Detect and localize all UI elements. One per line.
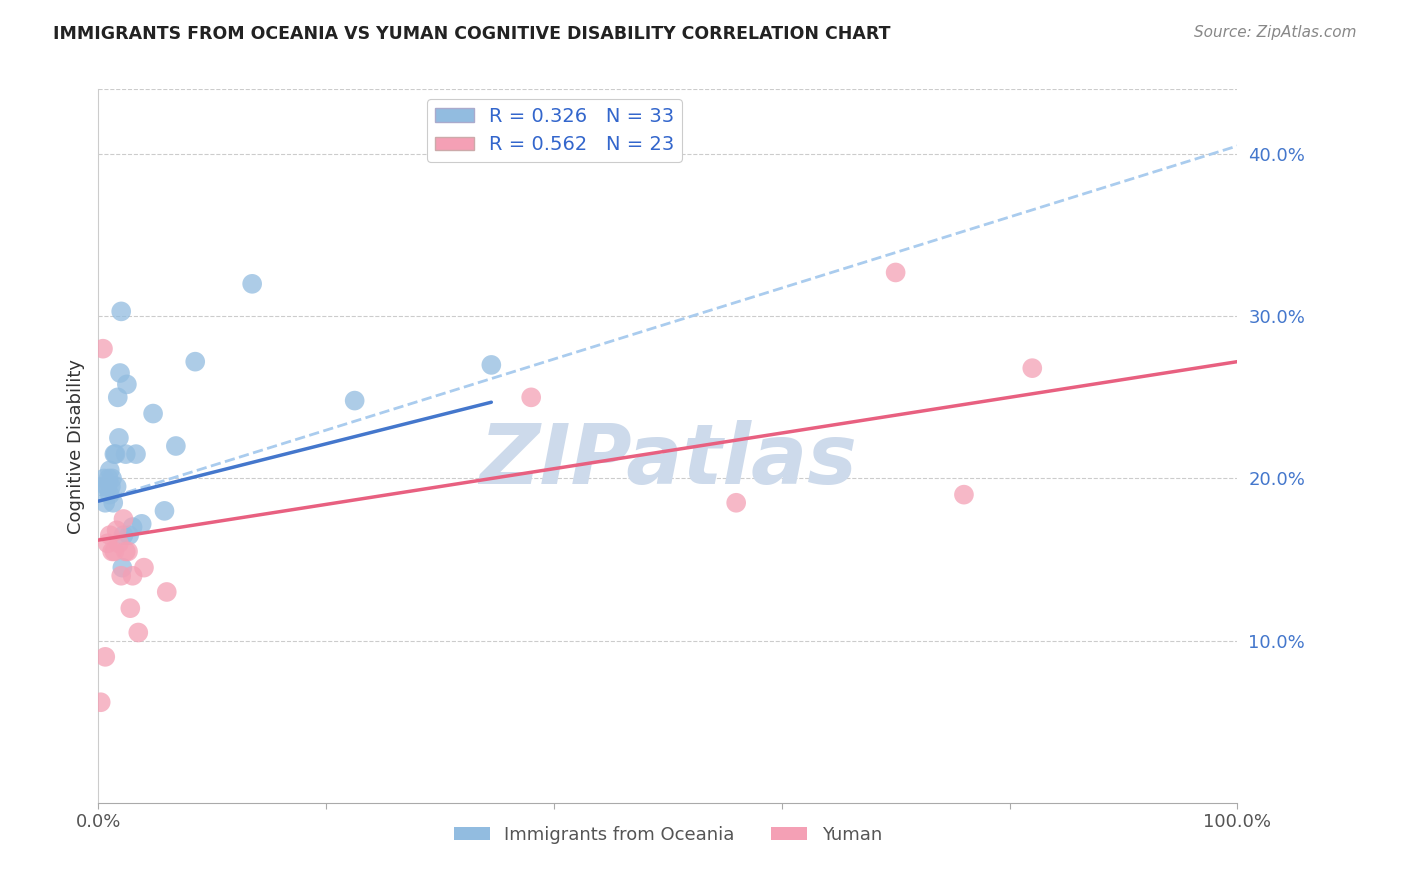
Point bbox=[103, 496, 125, 510]
Point bbox=[153, 504, 176, 518]
Point bbox=[101, 544, 124, 558]
Point bbox=[121, 520, 143, 534]
Point bbox=[110, 568, 132, 582]
Point bbox=[114, 447, 136, 461]
Point bbox=[104, 447, 127, 461]
Point bbox=[94, 496, 117, 510]
Point bbox=[108, 431, 131, 445]
Point bbox=[184, 354, 207, 368]
Point bbox=[112, 512, 135, 526]
Point bbox=[96, 536, 118, 550]
Point bbox=[240, 277, 263, 291]
Point bbox=[97, 471, 120, 485]
Point bbox=[108, 536, 131, 550]
Point bbox=[117, 544, 139, 558]
Point bbox=[884, 265, 907, 279]
Point bbox=[156, 585, 179, 599]
Point bbox=[111, 560, 134, 574]
Point bbox=[96, 479, 118, 493]
Text: IMMIGRANTS FROM OCEANIA VS YUMAN COGNITIVE DISABILITY CORRELATION CHART: IMMIGRANTS FROM OCEANIA VS YUMAN COGNITI… bbox=[53, 25, 891, 43]
Point bbox=[98, 488, 121, 502]
Point bbox=[96, 479, 118, 493]
Point bbox=[91, 342, 114, 356]
Point bbox=[108, 366, 131, 380]
Point bbox=[103, 544, 125, 558]
Point bbox=[107, 390, 129, 404]
Point bbox=[112, 528, 135, 542]
Legend: Immigrants from Oceania, Yuman: Immigrants from Oceania, Yuman bbox=[447, 819, 889, 851]
Point bbox=[132, 560, 155, 574]
Text: ZIPatlas: ZIPatlas bbox=[479, 420, 856, 500]
Point bbox=[100, 479, 122, 493]
Point bbox=[103, 447, 125, 461]
Point bbox=[1021, 361, 1043, 376]
Point bbox=[90, 479, 112, 493]
Point bbox=[131, 516, 153, 531]
Y-axis label: Cognitive Disability: Cognitive Disability bbox=[66, 359, 84, 533]
Point bbox=[142, 407, 165, 421]
Point bbox=[343, 393, 366, 408]
Point bbox=[125, 447, 148, 461]
Point bbox=[520, 390, 543, 404]
Point bbox=[93, 471, 115, 485]
Point bbox=[101, 471, 124, 485]
Point bbox=[479, 358, 502, 372]
Point bbox=[120, 601, 142, 615]
Point bbox=[90, 695, 112, 709]
Point bbox=[165, 439, 187, 453]
Point bbox=[98, 463, 121, 477]
Text: Source: ZipAtlas.com: Source: ZipAtlas.com bbox=[1194, 25, 1357, 40]
Point bbox=[110, 304, 132, 318]
Point bbox=[114, 544, 136, 558]
Point bbox=[94, 649, 117, 664]
Point bbox=[953, 488, 976, 502]
Point bbox=[105, 479, 128, 493]
Point bbox=[118, 528, 141, 542]
Point bbox=[98, 528, 121, 542]
Point bbox=[105, 524, 128, 538]
Point bbox=[115, 377, 138, 392]
Point bbox=[121, 568, 143, 582]
Point bbox=[127, 625, 149, 640]
Point bbox=[725, 496, 748, 510]
